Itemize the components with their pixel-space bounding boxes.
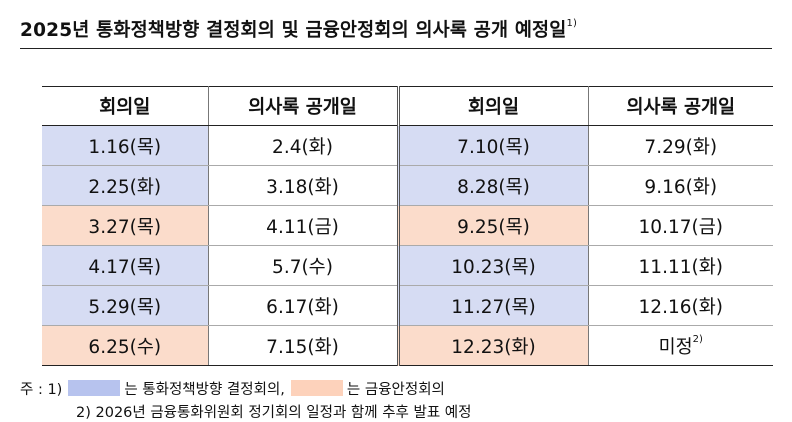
- release-date-cell: 4.11(금): [207, 205, 398, 246]
- release-date-cell: 5.7(수): [207, 245, 398, 286]
- release-date-text: 미정: [658, 336, 693, 358]
- footnote-2: 2) 2026년 금융통화위원회 정기회의 일정과 함께 추후 발표 예정: [76, 405, 472, 421]
- table-row: 1.16(목) 2.4(화) 7.10(목) 7.29(화): [42, 125, 773, 166]
- table-row: 6.25(수) 7.15(화) 12.23(화) 미정2): [42, 325, 773, 366]
- monetary-policy-legend-label: 는 통화정책방향 결정회의,: [124, 382, 285, 398]
- header-release-date-right: 의사록 공개일: [587, 86, 773, 126]
- financial-stability-swatch: [290, 380, 343, 396]
- meeting-date-cell: 6.25(수): [42, 325, 208, 366]
- header-release-date-left: 의사록 공개일: [207, 86, 398, 126]
- release-date-cell: 9.16(화): [587, 165, 773, 206]
- meeting-date-cell: 9.25(목): [396, 205, 588, 246]
- release-date-cell: 7.29(화): [587, 125, 773, 166]
- header-meeting-date-right: 회의일: [396, 86, 588, 126]
- release-date-cell: 10.17(금): [587, 205, 773, 246]
- header-meeting-date-left: 회의일: [42, 86, 208, 126]
- table-row: 3.27(목) 4.11(금) 9.25(목) 10.17(금): [42, 205, 773, 246]
- meeting-date-cell: 10.23(목): [396, 245, 588, 286]
- release-date-cell: 12.16(화): [587, 285, 773, 326]
- release-note-marker: 2): [692, 334, 703, 346]
- release-date-cell: 6.17(화): [207, 285, 398, 326]
- meeting-date-cell: 1.16(목): [42, 125, 208, 166]
- title-note-marker: 1): [566, 17, 578, 29]
- meeting-date-cell: 5.29(목): [42, 285, 208, 326]
- release-date-cell: 2.4(화): [207, 125, 398, 166]
- footnote-1: 주 : 1) 는 통화정책방향 결정회의, 는 금융안정회의: [20, 378, 445, 399]
- table-row: 4.17(목) 5.7(수) 10.23(목) 11.11(화): [42, 245, 773, 286]
- meeting-date-cell: 4.17(목): [42, 245, 208, 286]
- footnote-prefix: 주 : 1): [20, 382, 63, 398]
- title-text: 2025년 통화정책방향 결정회의 및 금융안정회의 의사록 공개 예정일: [20, 20, 567, 41]
- title-underline: [20, 48, 772, 49]
- page-title: 2025년 통화정책방향 결정회의 및 금융안정회의 의사록 공개 예정일1): [20, 16, 774, 50]
- release-date-cell: 11.11(화): [587, 245, 773, 286]
- schedule-table: 회의일 의사록 공개일 회의일 의사록 공개일 1.16(목) 2.4(화) 7…: [42, 86, 773, 366]
- release-date-cell: 7.15(화): [207, 325, 398, 366]
- table-row: 5.29(목) 6.17(화) 11.27(목) 12.16(화): [42, 285, 773, 326]
- meeting-date-cell: 7.10(목): [396, 125, 588, 166]
- meeting-date-cell: 3.27(목): [42, 205, 208, 246]
- meeting-date-cell: 11.27(목): [396, 285, 588, 326]
- financial-stability-legend-label: 는 금융안정회의: [346, 382, 445, 398]
- table-row: 2.25(화) 3.18(화) 8.28(목) 9.16(화): [42, 165, 773, 206]
- meeting-date-cell: 2.25(화): [42, 165, 208, 206]
- meeting-date-cell: 12.23(화): [396, 325, 588, 366]
- release-date-cell: 3.18(화): [207, 165, 398, 206]
- release-date-cell: 미정2): [587, 325, 773, 366]
- table-header-row: 회의일 의사록 공개일 회의일 의사록 공개일: [42, 86, 773, 126]
- meeting-date-cell: 8.28(목): [396, 165, 588, 206]
- monetary-policy-swatch: [68, 380, 121, 396]
